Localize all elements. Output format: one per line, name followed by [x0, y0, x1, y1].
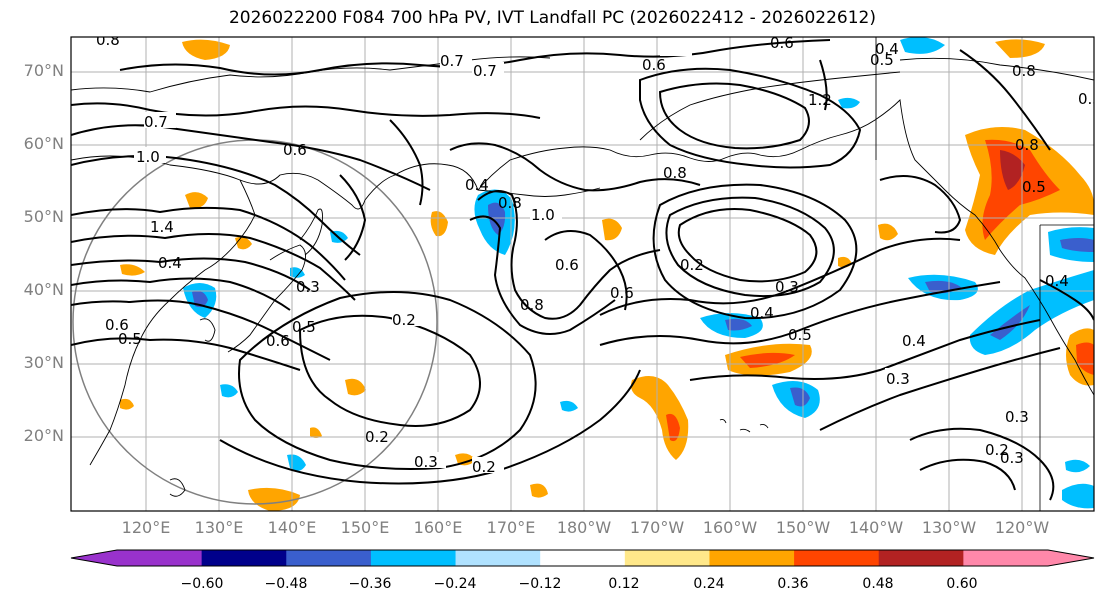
colorbar-segment: [286, 550, 372, 566]
contour-label: 0.4: [1045, 272, 1069, 290]
contour-label: 0.5: [292, 318, 316, 336]
colorbar-tick-label: 0.12: [608, 576, 640, 592]
longitude-label: 170°W: [629, 518, 685, 537]
contour-label: 0.8: [96, 31, 120, 49]
contour-label: 0.4: [750, 304, 774, 322]
graticule: [71, 37, 1094, 511]
colorbar-segment: [963, 550, 1049, 566]
contour-label: 0.8: [1012, 62, 1036, 80]
latitude-label: 40°N: [23, 280, 64, 299]
colorbar-tick-label: −0.60: [180, 576, 224, 592]
contour-label: 0.2: [472, 458, 496, 476]
latitude-label: 50°N: [23, 207, 64, 226]
contour-label: 0.2: [365, 428, 389, 446]
contour-label: 0.6: [105, 316, 129, 334]
colorbar: [70, 549, 1095, 567]
latitude-label: 20°N: [23, 426, 64, 445]
colorbar-tick-label: 0.60: [946, 576, 978, 592]
contour-label: 1.0: [531, 206, 555, 224]
contour-label: 0.5: [788, 326, 812, 344]
contour-label: 0.5: [1078, 90, 1102, 108]
latitude-label: 60°N: [23, 134, 64, 153]
contour-label: 0.4: [158, 254, 182, 272]
contour-label: 0.4: [875, 40, 899, 58]
longitude-label: 160°W: [702, 518, 758, 537]
longitude-label: 150°E: [340, 518, 390, 537]
colorbar-extend-max: [1048, 550, 1094, 566]
contour-label: 0.5: [118, 330, 142, 348]
colorbar-tick-label: −0.12: [518, 576, 562, 592]
colorbar-segment: [709, 550, 795, 566]
contour-label: 1.2: [808, 91, 832, 109]
longitude-label: 120°W: [994, 518, 1050, 537]
map-title: 2026022200 F084 700 hPa PV, IVT Landfall…: [228, 8, 876, 28]
contour-label: 0.6: [266, 332, 290, 350]
colorbar-outline: [70, 549, 1095, 567]
longitude-label: 140°E: [267, 518, 317, 537]
contour-label: 0.7: [144, 113, 168, 131]
contour-label: 0.3: [414, 453, 438, 471]
colorbar-segment: [201, 550, 287, 566]
map-frame: [70, 36, 1095, 512]
colorbar-segment: [540, 550, 626, 566]
contour-label: 0.5: [870, 51, 894, 69]
contour-label: 0.3: [1000, 449, 1024, 467]
contour-label: 0.2: [392, 311, 416, 329]
colorbar-segment: [794, 550, 880, 566]
longitude-label: 180°W: [556, 518, 612, 537]
latitude-label: 30°N: [23, 353, 64, 372]
contour-label: 0.3: [775, 278, 799, 296]
contour-label: 0.8: [498, 194, 522, 212]
contour-label: 0.2: [985, 441, 1009, 459]
contour-label: 0.7: [473, 62, 497, 80]
contour-label: 0.3: [1005, 408, 1029, 426]
colorbar-segment: [370, 550, 457, 566]
colorbar-tick-label: −0.36: [348, 576, 392, 592]
colorbar-segment: [455, 550, 541, 566]
contour-label: 0.2: [680, 256, 704, 274]
contour-label: 0.6: [283, 141, 307, 159]
longitude-label: 160°E: [413, 518, 463, 537]
colorbar-tick-label: 0.24: [693, 576, 725, 592]
contour-label: 0.6: [610, 284, 634, 302]
contour-label: 0.6: [642, 56, 666, 74]
longitude-label: 150°W: [775, 518, 831, 537]
contour-label: 0.8: [520, 296, 544, 314]
longitude-label: 130°E: [194, 518, 244, 537]
longitude-label: 130°W: [921, 518, 977, 537]
colorbar-tick-label: 0.36: [777, 576, 809, 592]
colorbar-segment: [117, 550, 203, 566]
colorbar-tick-label: −0.48: [264, 576, 308, 592]
contour-label: 0.3: [886, 370, 910, 388]
contour-label: 0.8: [663, 164, 687, 182]
colorbar-tick-label: 0.48: [862, 576, 894, 592]
colorbar-tick-label: −0.24: [433, 576, 477, 592]
colorbar-segment: [878, 550, 964, 566]
latitude-label: 70°N: [23, 61, 64, 80]
contour-label: 1.4: [150, 218, 174, 236]
contour-label: 0.4: [465, 176, 489, 194]
colorbar-extend-min: [71, 550, 117, 566]
colorbar-segment: [624, 550, 710, 566]
longitude-label: 120°E: [121, 518, 171, 537]
contour-label: 0.8: [1015, 136, 1039, 154]
contour-labels: 0.8 0.7 0.7 0.6 0.6 0.4 0.5 0.8 0.7 1.0 …: [96, 31, 1102, 476]
contour-label: 0.4: [902, 332, 926, 350]
contour-label: 0.3: [296, 278, 320, 296]
contour-label: 0.6: [770, 34, 794, 52]
pv-contours: [71, 39, 1094, 501]
ivt-shading: [120, 37, 1094, 511]
contour-label: 0.7: [440, 52, 464, 70]
longitude-label: 140°W: [848, 518, 904, 537]
contour-label: 0.6: [555, 256, 579, 274]
contour-label: 0.5: [1022, 178, 1046, 196]
longitude-label: 170°E: [486, 518, 536, 537]
contour-label: 1.0: [136, 148, 160, 166]
